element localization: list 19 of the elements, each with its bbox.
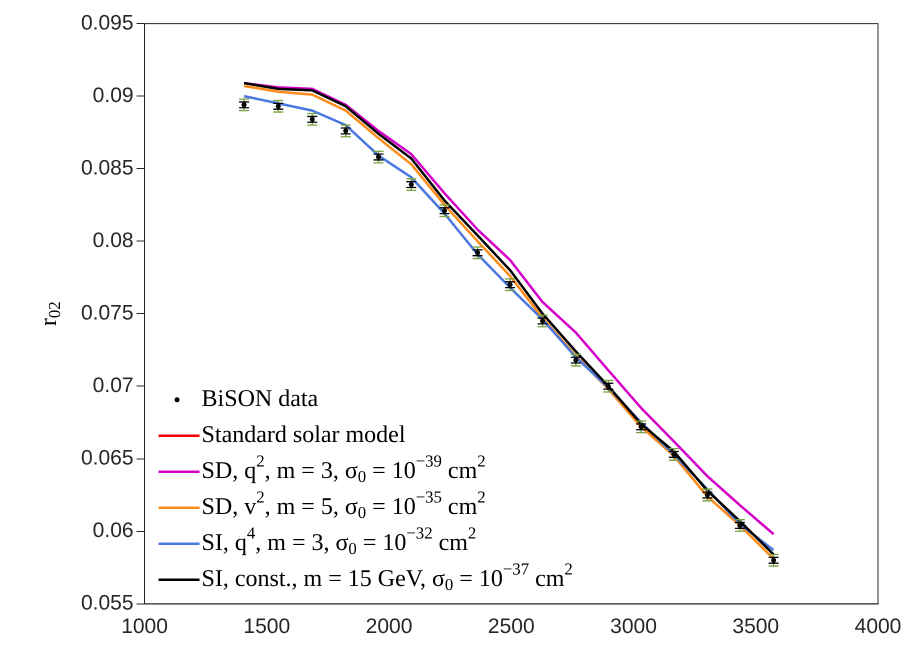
legend-label: BiSON data: [202, 386, 319, 412]
y-tick-label: 0.065: [80, 446, 134, 470]
legend-label: Standard solar model: [202, 422, 406, 448]
y-tick-label: 0.085: [80, 156, 134, 180]
y-axis-title: r02: [36, 301, 64, 326]
x-tick-label: 3500: [732, 615, 780, 638]
y-tick-label: 0.07: [92, 374, 134, 398]
x-tick-label: 1500: [243, 615, 290, 638]
x-tick-label: 3000: [610, 615, 657, 638]
y-tick-label: 0.08: [92, 228, 134, 252]
x-tick-label: 2000: [366, 615, 412, 638]
x-tick-label: 1000: [121, 615, 168, 638]
x-tick-label: 2500: [488, 615, 535, 638]
y-tick-label: 0.06: [92, 519, 134, 542]
y-tick-label: 0.09: [92, 84, 134, 107]
y-tick-label: 0.075: [80, 301, 134, 324]
x-tick-label: 4000: [854, 615, 902, 638]
y-tick-label: 0.055: [80, 592, 134, 615]
y-tick-label: 0.095: [80, 11, 134, 34]
